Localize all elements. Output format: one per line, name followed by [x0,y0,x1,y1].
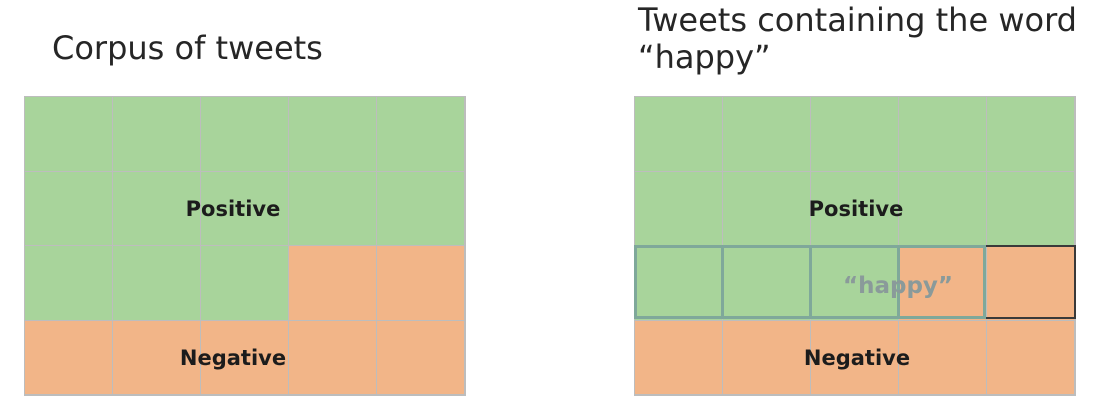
positive-tweet-cell [899,171,987,246]
positive-tweet-cell [635,97,723,172]
positive-tweet-cell [25,171,113,246]
negative-tweet-cell [987,246,1075,321]
positive-tweet-cell [635,171,723,246]
left-negative-label: Negative [179,346,287,370]
negative-tweet-cell [811,320,899,395]
positive-tweet-cell [723,171,811,246]
right-negative-label: Negative [803,346,911,370]
positive-tweet-cell [201,246,289,321]
right-panel-title: Tweets containing the word “happy” [638,1,1077,76]
positive-tweet-cell [899,97,987,172]
positive-tweet-cell [201,97,289,172]
positive-tweet-cell [289,97,377,172]
negative-tweet-cell [113,320,201,395]
positive-tweet-cell [635,246,723,321]
negative-tweet-cell [289,320,377,395]
left-panel-title: Corpus of tweets [52,29,323,67]
positive-tweet-cell [723,246,811,321]
negative-tweet-cell [377,246,465,321]
left-tweet-grid [24,96,466,396]
right-tweet-grid [634,96,1076,396]
positive-tweet-cell [987,97,1075,172]
positive-tweet-cell [113,171,201,246]
positive-tweet-cell [113,246,201,321]
negative-tweet-cell [899,320,987,395]
negative-tweet-cell [635,320,723,395]
positive-tweet-cell [987,171,1075,246]
non-happy-cell-outline [986,245,1076,319]
positive-tweet-cell [377,97,465,172]
negative-tweet-cell [25,320,113,395]
negative-tweet-cell [201,320,289,395]
negative-tweet-cell [899,246,987,321]
right-positive-label: Positive [808,197,904,221]
positive-tweet-cell [113,97,201,172]
negative-tweet-cell [723,320,811,395]
negative-tweet-cell [987,320,1075,395]
happy-highlight-divider [809,245,812,319]
positive-tweet-cell [811,97,899,172]
negative-tweet-cell [377,320,465,395]
negative-tweet-cell [289,246,377,321]
positive-tweet-cell [289,171,377,246]
happy-highlight-label: “happy” [842,273,954,299]
happy-highlight-divider [897,245,900,319]
positive-tweet-cell [25,97,113,172]
positive-tweet-cell [201,171,289,246]
left-positive-label: Positive [185,197,281,221]
positive-tweet-cell [377,171,465,246]
positive-tweet-cell [723,97,811,172]
positive-tweet-cell [25,246,113,321]
happy-highlight-divider [721,245,724,319]
positive-tweet-cell [811,171,899,246]
